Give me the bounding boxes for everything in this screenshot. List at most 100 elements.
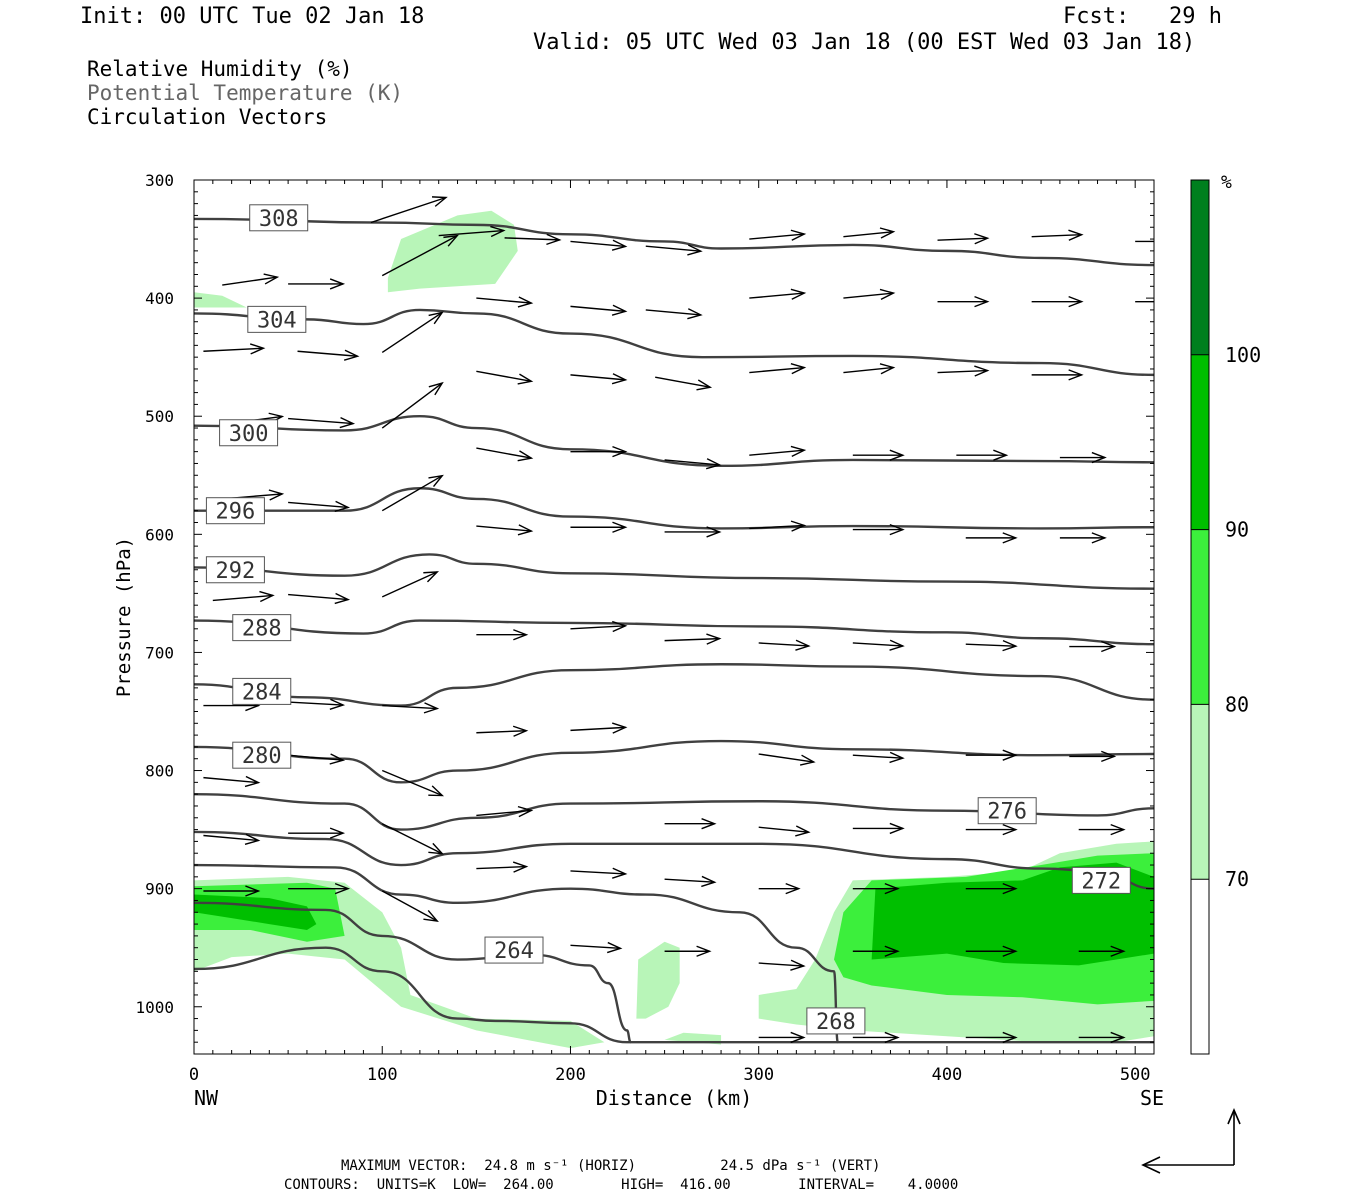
vector-shaft <box>570 625 626 630</box>
vector-shaft <box>758 753 814 763</box>
theta-contour-304 <box>194 308 1154 377</box>
vector-head <box>889 523 905 536</box>
theta-contour-280 <box>194 739 1154 784</box>
vector-head <box>701 818 717 830</box>
vector-head <box>517 524 534 536</box>
vector-shaft <box>288 593 349 601</box>
vector-head <box>244 833 261 845</box>
vector-head <box>1068 229 1084 241</box>
circulation-vector <box>965 823 1018 836</box>
contour-labels: 308 304 300 296 292 288 284 280 276 272 264 268 <box>205 204 1131 1035</box>
circulation-vector <box>1069 640 1117 653</box>
colorbar-label-90: 90 <box>1225 518 1249 542</box>
vector-shaft <box>222 276 278 286</box>
vector-head <box>268 489 285 501</box>
vector-shaft <box>382 704 438 710</box>
colorbar-frame <box>1190 179 1210 1055</box>
circulation-vector <box>570 867 628 879</box>
vector-head <box>879 363 896 375</box>
circulation-vector <box>749 445 807 457</box>
circulation-vector <box>570 620 628 633</box>
circulation-vector <box>476 370 534 385</box>
circulation-vector <box>382 702 440 714</box>
circulation-vector <box>965 1031 1018 1044</box>
vector-shaft <box>504 237 560 241</box>
reference-vector-icon <box>1141 1107 1241 1174</box>
circulation-vector <box>222 273 280 286</box>
y-tick-label: 400 <box>145 289 174 308</box>
x-tick-label: 0 <box>189 1065 199 1085</box>
vector-shaft <box>843 230 894 238</box>
vector-shaft <box>852 642 903 647</box>
vector-head <box>612 521 628 533</box>
vector-head <box>343 349 360 361</box>
x-axis-label: Distance (km) <box>596 1086 753 1110</box>
circulation-vector <box>1078 945 1126 957</box>
vector-head <box>790 959 806 971</box>
vector-head <box>244 775 261 788</box>
circulation-vector <box>645 308 703 320</box>
vector-head <box>705 458 722 470</box>
vector-head <box>795 639 811 651</box>
circulation-vector <box>749 520 807 532</box>
vector-shaft <box>570 870 626 875</box>
circulation-vector <box>843 288 896 301</box>
circulation-vector <box>852 945 900 957</box>
vector-shaft <box>476 865 527 870</box>
vector-head <box>329 278 346 290</box>
vector-head <box>1002 823 1018 836</box>
vector-head <box>687 308 703 320</box>
circulation-vector <box>504 233 562 246</box>
vector-head <box>884 1031 900 1044</box>
y-tick-label: 1000 <box>135 998 174 1017</box>
y-tick-label: 800 <box>145 762 174 781</box>
vector-head <box>329 698 346 710</box>
circulation-vector <box>1135 240 1154 243</box>
circulation-vector <box>288 500 351 513</box>
colorbar-label-80: 80 <box>1225 692 1249 716</box>
y-tick-label: 500 <box>145 407 174 426</box>
colorbar-segment <box>1191 180 1209 355</box>
vector-shaft <box>288 501 349 509</box>
contour-label-box <box>232 677 292 705</box>
vector-shaft <box>476 370 532 383</box>
vector-shaft <box>203 834 259 842</box>
vector-shaft <box>749 524 805 530</box>
vector-shaft <box>749 292 805 299</box>
circulation-vector <box>476 629 529 641</box>
circulation-vector <box>1059 451 1107 464</box>
vector-head <box>790 229 807 241</box>
vector-head <box>423 702 440 714</box>
vector-head <box>1091 451 1107 464</box>
rh-region-70 <box>636 941 680 1019</box>
axis-ticks: 300 400 500 600 700 800 900 1000 0 100 200 300 400 50… <box>135 171 1155 1085</box>
circulation-vector <box>203 885 261 897</box>
colorbar-unit: % <box>1221 172 1232 193</box>
rh-region-70 <box>194 292 247 308</box>
vector-head <box>706 526 722 538</box>
vector-shaft <box>852 754 903 759</box>
forecast-hour: Fcst: 29 h <box>1063 4 1222 29</box>
y-axis-label: Pressure (hPa) <box>113 537 135 697</box>
vector-shaft <box>370 196 447 224</box>
circulation-vector <box>937 365 990 377</box>
theta-contour-288 <box>194 619 1154 646</box>
vector-head <box>512 861 529 873</box>
circulation-vector <box>476 447 534 462</box>
contour-label-box <box>484 936 544 964</box>
circulation-vector <box>937 295 990 308</box>
legend-potential-temperature: Potential Temperature (K) <box>87 81 404 105</box>
vector-shaft <box>843 292 894 299</box>
vector-shaft <box>381 890 438 922</box>
vector-head <box>795 825 811 837</box>
circulation-vector <box>570 445 628 458</box>
circulation-vector <box>381 381 444 429</box>
vector-shaft <box>655 376 711 388</box>
vector-head <box>1002 749 1018 761</box>
circulation-vector <box>758 1031 806 1044</box>
vector-head <box>974 233 990 245</box>
circulation-vector <box>1031 295 1084 308</box>
vector-head <box>1002 945 1018 957</box>
vector-shaft <box>288 417 354 425</box>
vector-head <box>517 805 534 818</box>
